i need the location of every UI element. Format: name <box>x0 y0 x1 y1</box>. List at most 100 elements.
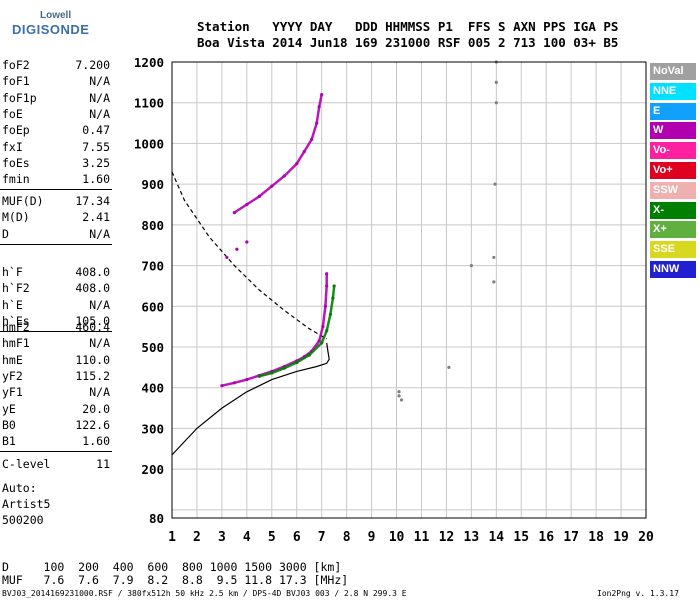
legend-item: E <box>650 102 696 120</box>
x-tick-label: 3 <box>218 530 226 545</box>
param-row: foE N/A <box>2 107 110 123</box>
y-tick-label: 400 <box>141 381 164 396</box>
param-separator <box>0 243 112 245</box>
param-row: B0 122.6 <box>2 418 110 434</box>
param-name: yE <box>2 401 16 416</box>
x-tick-label: 10 <box>389 530 405 545</box>
param-name: h`E <box>2 297 23 312</box>
series-trace <box>233 93 323 214</box>
data-point <box>257 374 261 378</box>
param-name: foF1 <box>2 74 30 89</box>
param-value: 105.0 <box>75 313 110 328</box>
digisonde-logo-text: DIGISONDE <box>12 22 90 37</box>
param-value: N/A <box>89 336 110 351</box>
file-info-footer: BVJ03_2014169231000.RSF / 380fx512h 50 k… <box>2 589 407 598</box>
data-point <box>232 211 236 215</box>
x-tick-label: 15 <box>513 530 529 545</box>
data-point <box>325 329 329 333</box>
autoscale-version: 500200 <box>2 513 44 527</box>
y-tick-label: 1100 <box>134 96 164 111</box>
y-tick-label: 1200 <box>134 55 164 70</box>
x-tick-label: 13 <box>464 530 480 545</box>
header-row-1: Station YYYY DAY DDD HHMMSS P1 FFS S AXN… <box>197 19 619 34</box>
data-point <box>332 284 336 288</box>
data-point <box>245 377 249 382</box>
profile-dashed-line <box>171 171 328 340</box>
param-name: fxI <box>2 139 23 154</box>
series-trace <box>258 284 336 378</box>
y-tick-label: 200 <box>141 462 164 477</box>
param-value: 408.0 <box>75 265 110 279</box>
param-name: D <box>2 226 9 241</box>
x-tick-label: 8 <box>343 530 351 545</box>
param-name: fmin <box>2 172 30 187</box>
x-tick-label: 7 <box>318 530 326 545</box>
x-tick-label: 16 <box>538 530 554 545</box>
x-tick-label: 6 <box>293 530 301 545</box>
profile-solid-line <box>171 342 330 456</box>
param-row: yF1 N/A <box>2 385 110 401</box>
data-point <box>397 390 401 394</box>
legend-item: SSW <box>650 181 696 199</box>
data-point <box>494 80 498 84</box>
param-value: 3.25 <box>82 155 110 170</box>
data-point <box>245 240 249 244</box>
param-value: 460.4 <box>75 320 110 334</box>
param-row: foF2 7.200 <box>2 58 110 74</box>
param-value: N/A <box>89 106 110 121</box>
x-tick-label: 4 <box>243 530 251 545</box>
data-point <box>320 341 324 345</box>
data-point <box>220 384 224 388</box>
param-row: D N/A <box>2 227 110 243</box>
param-name: hmF1 <box>2 336 30 351</box>
autoscale-program: Artist5 <box>2 497 51 511</box>
param-value: N/A <box>89 226 110 241</box>
legend-item: SSE <box>650 241 696 259</box>
data-point <box>270 371 274 375</box>
data-point <box>469 263 473 268</box>
x-tick-label: 17 <box>563 530 579 545</box>
param-name: B1 <box>2 434 16 449</box>
param-row: h`F2 408.0 <box>2 281 110 297</box>
param-row: hmF1 N/A <box>2 336 110 352</box>
param-name: MUF(D) <box>2 194 44 208</box>
param-row: hmE 110.0 <box>2 353 110 369</box>
param-row: MUF(D) 17.34 <box>2 194 110 210</box>
data-point <box>310 137 314 141</box>
param-value: 7.200 <box>75 58 110 72</box>
param-value: 7.55 <box>82 139 110 154</box>
autoscale-label: Auto: <box>2 481 37 495</box>
muf-row: MUF 7.6 7.6 7.9 8.2 8.8 9.5 11.8 17.3 [M… <box>2 573 349 587</box>
series-trace <box>220 272 328 387</box>
param-value: 110.0 <box>75 352 110 367</box>
data-point <box>232 381 236 385</box>
legend-item: W <box>650 122 696 140</box>
data-point <box>295 162 299 166</box>
data-point <box>331 296 335 300</box>
data-point <box>295 360 299 365</box>
y-tick-label: 500 <box>141 340 164 355</box>
param-name: foEp <box>2 123 30 138</box>
param-name: C-level <box>2 457 51 471</box>
legend-item: Vo- <box>650 142 696 160</box>
param-value: 17.34 <box>75 194 110 208</box>
data-point <box>397 394 401 398</box>
data-point <box>321 325 325 329</box>
data-point <box>328 312 333 317</box>
x-tick-label: 14 <box>488 530 504 545</box>
param-row: fxI 7.55 <box>2 140 110 156</box>
param-value: 115.2 <box>75 368 110 383</box>
param-row: yE 20.0 <box>2 402 110 418</box>
y-tick-label: 800 <box>141 218 164 233</box>
param-name: foF2 <box>2 58 30 72</box>
x-tick-label: 18 <box>588 530 604 545</box>
x-tick-label: 11 <box>414 530 430 545</box>
chart-marks <box>171 60 498 456</box>
param-value: 1.60 <box>82 434 110 449</box>
param-value: 122.6 <box>75 417 110 432</box>
data-point <box>494 101 498 105</box>
param-row: C-level 11 <box>2 457 110 473</box>
param-name: hmE <box>2 352 23 367</box>
param-name: yF2 <box>2 368 23 383</box>
param-row: yF2 115.2 <box>2 369 110 385</box>
